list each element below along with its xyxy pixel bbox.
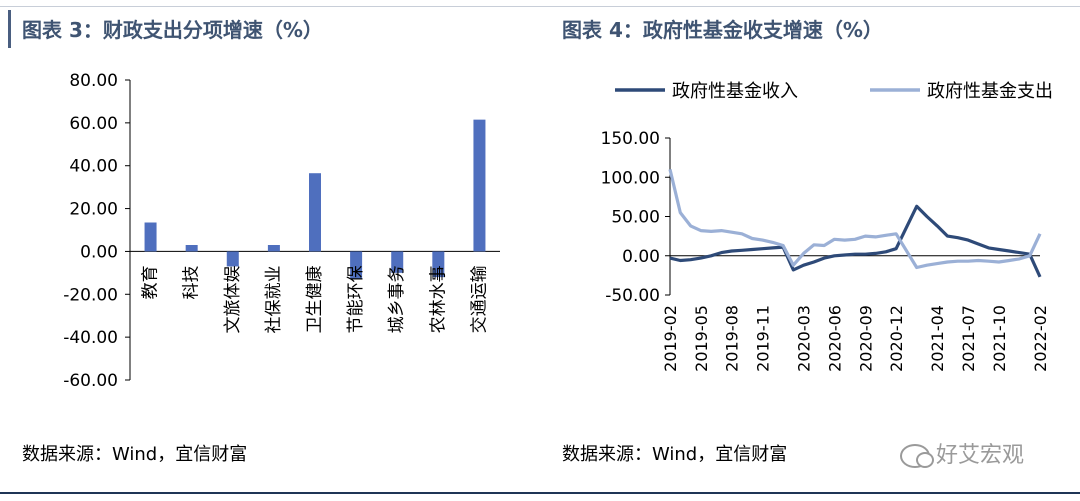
line-x-tick-label: 2020-06 bbox=[825, 305, 844, 372]
bar bbox=[309, 173, 321, 252]
bar-category-label: 农林水事 bbox=[428, 265, 448, 333]
line-x-tick-label: 2019-02 bbox=[661, 305, 680, 372]
top-rule bbox=[0, 6, 1080, 7]
right-chart-title: 图表 4：政府性基金收支增速（%） bbox=[562, 18, 883, 42]
bar-y-tick-label: 80.00 bbox=[69, 71, 118, 91]
line-y-tick-label: 150.00 bbox=[601, 129, 660, 149]
bar-category-label: 社保就业 bbox=[264, 265, 284, 333]
bar-y-tick-label: 60.00 bbox=[69, 114, 118, 134]
bar bbox=[473, 119, 486, 252]
bar-y-tick-label: -20.00 bbox=[63, 285, 118, 305]
right-chart-source: 数据来源：Wind，宜信财富 bbox=[562, 444, 788, 465]
bar-y-tick-label: 0.00 bbox=[80, 242, 118, 262]
legend-label: 政府性基金收入 bbox=[672, 81, 798, 102]
line-y-tick-label: 0.00 bbox=[622, 247, 660, 267]
bar-chart: 80.00 60.00 40.00 20.00 0.00 -20.00 -40.00 -60.… bbox=[63, 71, 500, 391]
line-y-tick-label: 50.00 bbox=[611, 208, 660, 228]
line-x-tick-label: 2021-07 bbox=[959, 305, 978, 372]
bar-category-label: 节能环保 bbox=[346, 265, 366, 333]
bar bbox=[350, 251, 363, 280]
title-accent-bar bbox=[8, 10, 11, 48]
bar-y-tick-label: 40.00 bbox=[69, 157, 118, 177]
bar bbox=[226, 251, 239, 267]
bar-y-tick-label: -60.00 bbox=[63, 371, 118, 391]
line-x-tick-label: 2020-03 bbox=[795, 305, 814, 372]
line-x-tick-label: 2021-04 bbox=[928, 305, 947, 372]
watermark: 好艾宏观 bbox=[900, 437, 1024, 469]
line-x-tick-label: 2022-02 bbox=[1031, 305, 1050, 372]
bar-category-label: 教育 bbox=[141, 265, 161, 299]
expense-series-line bbox=[668, 169, 1042, 270]
line-x-tick-label: 2021-10 bbox=[990, 305, 1009, 372]
line-x-tick-label: 2020-09 bbox=[856, 305, 875, 372]
bar bbox=[267, 245, 280, 252]
bar bbox=[432, 251, 445, 278]
bar-category-label: 卫生健康 bbox=[305, 265, 325, 333]
bottom-rule bbox=[0, 492, 1080, 494]
line-x-tick-label: 2019-08 bbox=[723, 305, 742, 372]
bar-category-label: 城乡事务 bbox=[387, 265, 407, 333]
bar bbox=[144, 222, 157, 252]
income-series-line bbox=[669, 204, 1042, 278]
watermark-text: 好艾宏观 bbox=[936, 443, 1025, 468]
line-y-tick-label: -50.00 bbox=[605, 286, 660, 306]
bar-category-label: 交通运输 bbox=[469, 265, 489, 333]
left-chart-title: 图表 3：财政支出分项增速（%） bbox=[22, 18, 323, 42]
wechat-icon bbox=[900, 444, 934, 468]
line-x-tick-label: 2019-11 bbox=[754, 305, 773, 372]
bar-y-tick-label: -40.00 bbox=[63, 328, 118, 348]
bar-category-label: 科技 bbox=[182, 265, 202, 299]
bar bbox=[391, 251, 404, 273]
legend-label: 政府性基金支出 bbox=[927, 81, 1053, 102]
bar-category-label: 文旅体娱 bbox=[223, 265, 243, 333]
line-x-tick-label: 2019-05 bbox=[692, 305, 711, 372]
left-chart-source: 数据来源：Wind，宜信财富 bbox=[22, 444, 248, 465]
line-x-tick-label: 2020-12 bbox=[887, 305, 906, 372]
bar bbox=[185, 245, 198, 252]
line-y-tick-label: 100.00 bbox=[601, 168, 660, 188]
bar-y-tick-label: 20.00 bbox=[69, 200, 118, 220]
